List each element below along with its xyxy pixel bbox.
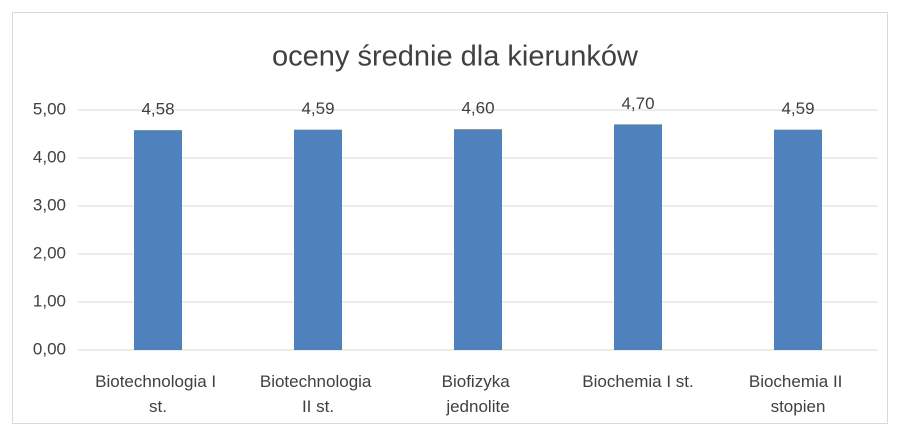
x-tick-label: Biofizyka jednolite [442, 372, 515, 416]
x-tick-label: Biotechnologia I st. [95, 372, 221, 416]
data-label: 4,70 [621, 94, 654, 113]
x-tick-label: Biochemia II stopien [749, 372, 847, 416]
bar [774, 129, 822, 350]
y-tick-label: 4,00 [33, 147, 66, 166]
bar [454, 129, 502, 350]
y-tick-label: 0,00 [33, 339, 66, 358]
y-tick-label: 5,00 [33, 99, 66, 118]
x-tick-label: Biotechnologia II st. [260, 372, 376, 416]
bar [294, 129, 342, 350]
bar [614, 124, 662, 351]
x-tick-label: Biochemia I st. [582, 372, 694, 391]
chart-title: oceny średnie dla kierunków [272, 41, 639, 73]
y-tick-label: 3,00 [33, 195, 66, 214]
data-label: 4,59 [301, 99, 334, 118]
data-label: 4,59 [781, 99, 814, 118]
data-label: 4,58 [141, 100, 174, 119]
data-label: 4,60 [461, 99, 494, 118]
y-tick-label: 2,00 [33, 243, 66, 262]
bar [134, 130, 182, 350]
y-tick-label: 1,00 [33, 291, 66, 310]
